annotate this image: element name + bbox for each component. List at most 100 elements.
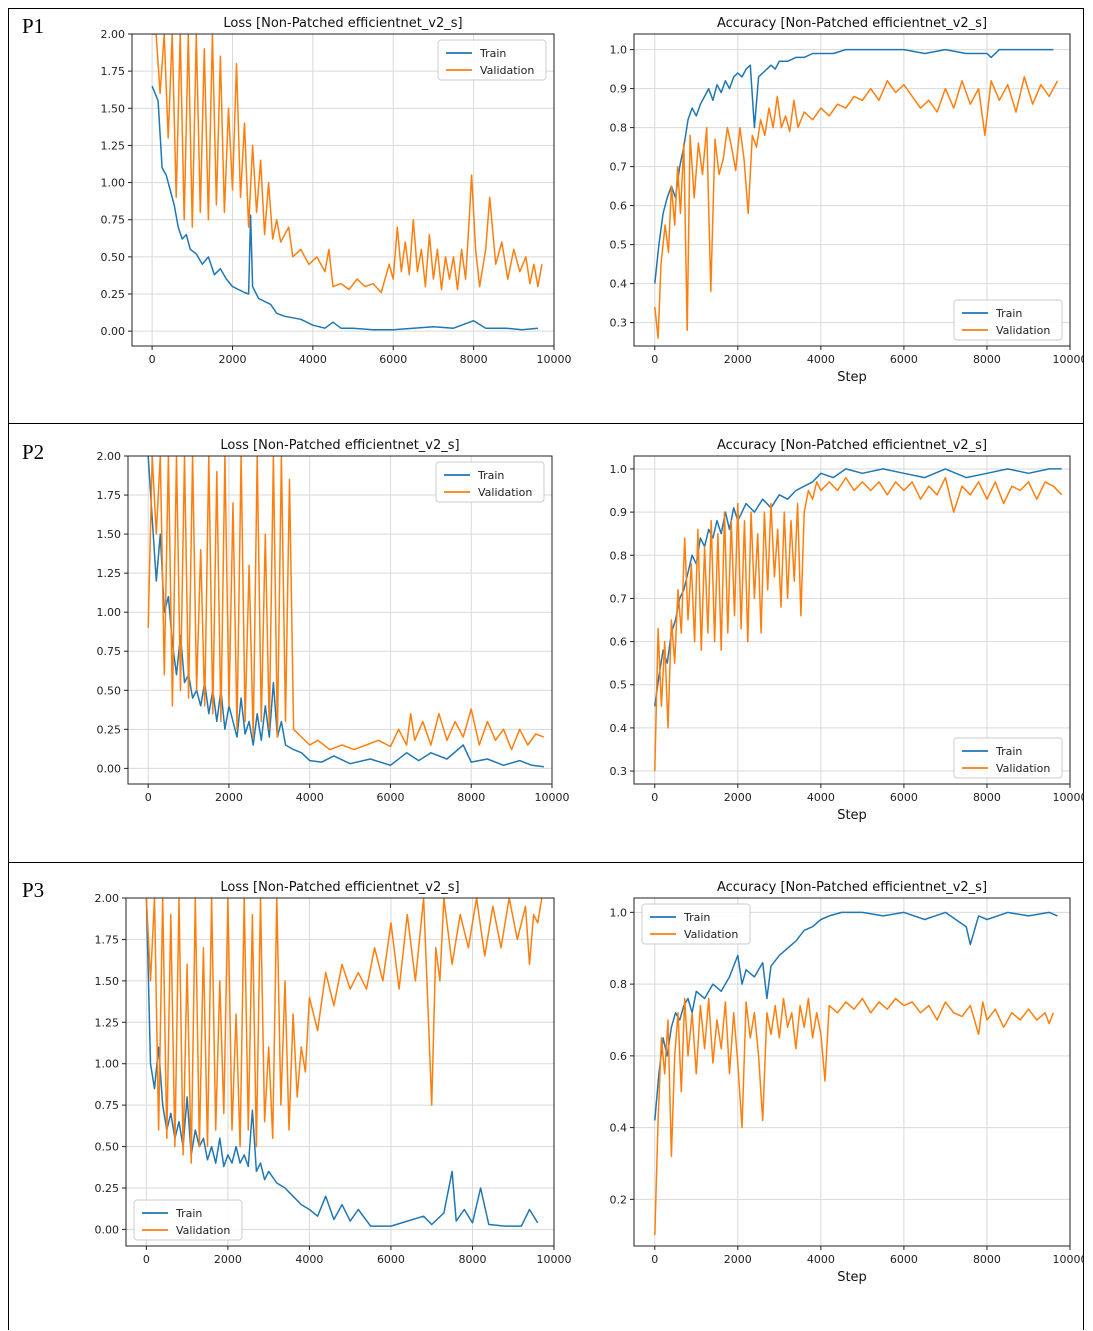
plot-frame: [633, 455, 1071, 785]
y-tick-label: 0.75: [101, 214, 126, 227]
series-line-validation: [152, 34, 543, 294]
x-tick-label: 8000: [460, 353, 488, 366]
series-line-validation: [654, 76, 1059, 339]
figure-frame: [8, 8, 1084, 1330]
legend-label-train: Train: [683, 911, 710, 924]
x-tick-label: 0: [651, 791, 658, 804]
legend: Train Validation: [437, 39, 547, 81]
legend-label-train: Train: [995, 745, 1022, 758]
plot-frame: [633, 33, 1071, 347]
legend-label-validation: Validation: [176, 1224, 230, 1237]
x-tick-label: 8000: [973, 1253, 1001, 1266]
y-tick-label: 0.3: [610, 765, 628, 778]
y-tick-label: 0.9: [610, 83, 628, 96]
y-tick-label: 1.50: [95, 975, 120, 988]
chart-p1-accuracy: 0 2000 4000 6000 8000 10000 0.3 0.4 0.5 0.6 0.7 0.8…: [610, 16, 1085, 385]
y-tick-label: 0.00: [101, 325, 126, 338]
y-tick-label: 0.4: [610, 722, 628, 735]
y-tick-label: 0.75: [97, 645, 122, 658]
x-tick-label: 0: [149, 353, 156, 366]
y-tick-label: 1.75: [95, 933, 120, 946]
x-tick-label: 10000: [1053, 1253, 1085, 1266]
y-tick-label: 0.75: [95, 1099, 120, 1112]
series-line-validation: [654, 997, 1055, 1236]
y-tick-label: 2.00: [101, 28, 126, 41]
x-tick-label: 4000: [295, 1253, 323, 1266]
series-line-train: [145, 898, 539, 1227]
legend-label-validation: Validation: [478, 486, 532, 499]
plot-frame: [131, 33, 555, 347]
y-tick-label: 0.00: [97, 762, 122, 775]
y-tick-label: 1.50: [101, 102, 126, 115]
series-line-validation: [147, 456, 545, 751]
x-tick-label: 4000: [296, 791, 324, 804]
y-tick-label: 0.25: [95, 1182, 120, 1195]
chart-p2-loss: 0 2000 4000 6000 8000 10000 0.00 0.25 0.50 0.75 1.…: [97, 438, 570, 804]
y-tick-label: 0.6: [610, 1050, 628, 1063]
x-tick-label: 8000: [973, 353, 1001, 366]
y-tick-label: 1.75: [101, 65, 126, 78]
y-tick-label: 0.7: [610, 592, 628, 605]
x-axis-label: Step: [837, 808, 867, 823]
legend-label-train: Train: [995, 307, 1022, 320]
y-tick-label: 1.0: [610, 463, 628, 476]
y-tick-label: 0.6: [610, 636, 628, 649]
y-tick-label: 0.5: [610, 679, 628, 692]
y-tick-label: 0.50: [95, 1141, 120, 1154]
x-tick-label: 8000: [973, 791, 1001, 804]
row-divider: [8, 423, 1084, 424]
legend: Train Validation: [641, 903, 751, 945]
y-tick-label: 0.4: [610, 278, 628, 291]
y-tick-label: 1.0: [610, 906, 628, 919]
y-tick-label: 0.8: [610, 978, 628, 991]
series-line-train: [151, 85, 538, 331]
x-tick-label: 4000: [807, 791, 835, 804]
y-tick-label: 1.25: [95, 1016, 120, 1029]
y-tick-label: 1.25: [97, 567, 122, 580]
y-tick-label: 0.5: [610, 239, 628, 252]
series-line-train: [147, 456, 544, 768]
y-tick-label: 0.4: [610, 1122, 628, 1135]
x-tick-label: 0: [145, 791, 152, 804]
legend: Train Validation: [435, 461, 545, 503]
x-tick-label: 0: [651, 1253, 658, 1266]
x-tick-label: 4000: [807, 353, 835, 366]
y-tick-label: 1.50: [97, 528, 122, 541]
x-axis-label: Step: [837, 370, 867, 385]
x-tick-label: 4000: [299, 353, 327, 366]
chart-title: Accuracy [Non-Patched efficientnet_v2_s]: [717, 438, 987, 453]
plot-frame: [127, 455, 553, 785]
legend-label-train: Train: [175, 1207, 202, 1220]
legend-label-validation: Validation: [996, 762, 1050, 775]
x-tick-label: 2000: [218, 353, 246, 366]
legend: Train Validation: [133, 1199, 243, 1241]
y-tick-label: 0.8: [610, 122, 628, 135]
y-tick-label: 0.25: [97, 723, 122, 736]
legend-label-train: Train: [477, 469, 504, 482]
y-tick-label: 0.8: [610, 549, 628, 562]
x-tick-label: 10000: [537, 353, 572, 366]
series-line-train: [654, 48, 1054, 284]
y-tick-label: 0.6: [610, 200, 628, 213]
y-tick-label: 0.2: [610, 1193, 628, 1206]
y-tick-label: 2.00: [95, 892, 120, 905]
y-tick-label: 0.7: [610, 161, 628, 174]
x-tick-label: 6000: [890, 353, 918, 366]
series-line-validation: [145, 898, 543, 1164]
x-tick-label: 0: [651, 353, 658, 366]
x-tick-label: 10000: [537, 1253, 572, 1266]
y-tick-label: 1.00: [101, 177, 126, 190]
chart-p1-loss: 0 2000 4000 6000 8000 10000 0.00 0.25 0.50 0.75 1.…: [101, 16, 572, 366]
x-tick-label: 6000: [377, 1253, 405, 1266]
series-line-validation: [654, 476, 1063, 772]
x-tick-label: 6000: [890, 791, 918, 804]
row-label-p2: P2: [22, 440, 45, 464]
y-tick-label: 0.00: [95, 1223, 120, 1236]
chart-title: Loss [Non-Patched efficientnet_v2_s]: [223, 16, 462, 31]
x-tick-label: 10000: [1053, 791, 1085, 804]
chart-title: Accuracy [Non-Patched efficientnet_v2_s]: [717, 16, 987, 31]
y-tick-label: 0.3: [610, 317, 628, 330]
x-tick-label: 8000: [457, 791, 485, 804]
legend-label-validation: Validation: [684, 928, 738, 941]
legend-label-validation: Validation: [480, 64, 534, 77]
